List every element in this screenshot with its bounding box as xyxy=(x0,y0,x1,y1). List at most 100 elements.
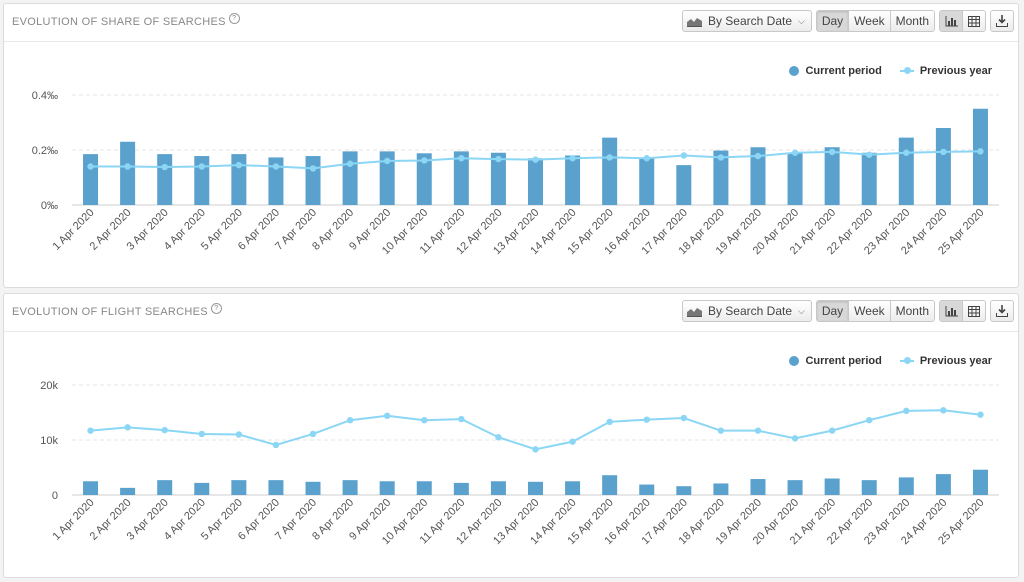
previous-year-point[interactable] xyxy=(495,155,502,163)
current-period-bar[interactable] xyxy=(824,478,840,496)
previous-year-point[interactable] xyxy=(383,157,391,165)
current-period-bar[interactable] xyxy=(676,165,692,205)
previous-year-point[interactable] xyxy=(680,152,688,159)
current-period-bar[interactable] xyxy=(565,481,581,495)
previous-year-point[interactable] xyxy=(235,161,243,169)
previous-year-point[interactable] xyxy=(828,148,836,156)
period-week-button[interactable]: Week xyxy=(848,11,890,31)
previous-year-point[interactable] xyxy=(791,149,799,156)
current-period-bar[interactable] xyxy=(157,154,173,205)
previous-year-point[interactable] xyxy=(272,163,280,170)
current-period-bar[interactable] xyxy=(565,155,581,206)
current-period-bar[interactable] xyxy=(268,157,284,205)
previous-year-point[interactable] xyxy=(458,155,465,162)
current-period-bar[interactable] xyxy=(787,153,803,205)
previous-year-point[interactable] xyxy=(161,163,168,171)
current-period-bar[interactable] xyxy=(861,480,877,495)
current-period-bar[interactable] xyxy=(379,151,395,205)
previous-year-point[interactable] xyxy=(940,148,947,156)
current-period-bar[interactable] xyxy=(194,156,210,205)
current-period-bar[interactable] xyxy=(713,483,729,495)
period-week-button[interactable]: Week xyxy=(848,301,890,321)
previous-year-point[interactable] xyxy=(940,407,947,414)
previous-year-point[interactable] xyxy=(977,148,984,155)
legend-current[interactable]: Current period xyxy=(789,355,882,367)
current-period-bar[interactable] xyxy=(639,158,655,205)
current-period-bar[interactable] xyxy=(305,156,321,205)
previous-year-point[interactable] xyxy=(309,165,317,172)
previous-year-point[interactable] xyxy=(903,149,910,156)
current-period-bar[interactable] xyxy=(120,141,136,205)
current-period-bar[interactable] xyxy=(231,154,247,205)
previous-year-point[interactable] xyxy=(643,155,650,162)
current-period-bar[interactable] xyxy=(490,481,506,495)
previous-year-point[interactable] xyxy=(903,407,910,415)
current-period-bar[interactable] xyxy=(972,108,988,205)
previous-year-point[interactable] xyxy=(421,157,428,164)
previous-year-point[interactable] xyxy=(87,427,94,434)
current-period-bar[interactable] xyxy=(157,480,173,495)
help-icon[interactable]: ? xyxy=(228,13,240,24)
previous-year-point[interactable] xyxy=(717,427,725,434)
period-month-button[interactable]: Month xyxy=(889,301,934,321)
current-period-bar[interactable] xyxy=(750,147,766,205)
download-button[interactable] xyxy=(990,300,1014,322)
previous-year-point[interactable] xyxy=(606,418,613,426)
previous-year-point[interactable] xyxy=(754,152,762,160)
current-period-bar[interactable] xyxy=(342,151,358,205)
date-mode-select[interactable]: By Search Date ⌵ xyxy=(681,300,812,322)
current-period-bar[interactable] xyxy=(750,479,766,495)
current-period-bar[interactable] xyxy=(639,484,655,495)
legend-previous[interactable]: Previous year xyxy=(899,65,992,77)
current-period-bar[interactable] xyxy=(83,481,99,495)
previous-year-point[interactable] xyxy=(532,156,539,163)
previous-year-point[interactable] xyxy=(606,154,613,161)
download-button[interactable] xyxy=(990,10,1014,32)
previous-year-point[interactable] xyxy=(458,415,465,423)
current-period-bar[interactable] xyxy=(972,469,988,495)
table-view-button[interactable] xyxy=(962,11,985,31)
previous-year-point[interactable] xyxy=(977,411,984,418)
current-period-bar[interactable] xyxy=(453,482,469,495)
previous-year-point[interactable] xyxy=(124,163,131,170)
period-day-button[interactable]: Day xyxy=(816,11,849,31)
previous-year-point[interactable] xyxy=(124,424,131,431)
current-period-bar[interactable] xyxy=(379,481,395,495)
current-period-bar[interactable] xyxy=(194,482,210,495)
current-period-bar[interactable] xyxy=(231,480,247,495)
current-period-bar[interactable] xyxy=(416,153,432,205)
legend-previous[interactable]: Previous year xyxy=(899,355,992,367)
previous-year-point[interactable] xyxy=(495,434,502,441)
previous-year-point[interactable] xyxy=(235,431,243,438)
previous-year-point[interactable] xyxy=(569,438,576,445)
previous-year-point[interactable] xyxy=(866,417,873,424)
current-period-bar[interactable] xyxy=(676,486,692,495)
legend-current[interactable]: Current period xyxy=(789,65,882,77)
previous-year-point[interactable] xyxy=(198,430,205,438)
previous-year-point[interactable] xyxy=(754,427,762,434)
date-mode-select[interactable]: By Search Date ⌵ xyxy=(681,10,812,32)
current-period-bar[interactable] xyxy=(305,481,321,495)
previous-year-point[interactable] xyxy=(717,154,725,161)
previous-year-point[interactable] xyxy=(866,151,873,158)
previous-year-point[interactable] xyxy=(346,160,354,167)
previous-year-point[interactable] xyxy=(346,417,354,424)
chart-view-button[interactable] xyxy=(940,301,962,321)
current-period-bar[interactable] xyxy=(342,480,358,495)
table-view-button[interactable] xyxy=(962,301,985,321)
previous-year-point[interactable] xyxy=(680,414,688,422)
current-period-bar[interactable] xyxy=(898,477,914,495)
previous-year-point[interactable] xyxy=(791,435,799,442)
chart-view-button[interactable] xyxy=(940,11,962,31)
previous-year-point[interactable] xyxy=(198,163,205,170)
previous-year-point[interactable] xyxy=(309,430,317,438)
current-period-bar[interactable] xyxy=(268,480,284,495)
previous-year-point[interactable] xyxy=(643,416,650,423)
current-period-bar[interactable] xyxy=(861,152,877,205)
current-period-bar[interactable] xyxy=(898,137,914,205)
current-period-bar[interactable] xyxy=(83,154,99,205)
current-period-bar[interactable] xyxy=(528,158,543,205)
current-period-bar[interactable] xyxy=(935,128,951,205)
previous-year-point[interactable] xyxy=(383,412,391,419)
previous-year-point[interactable] xyxy=(87,163,94,170)
